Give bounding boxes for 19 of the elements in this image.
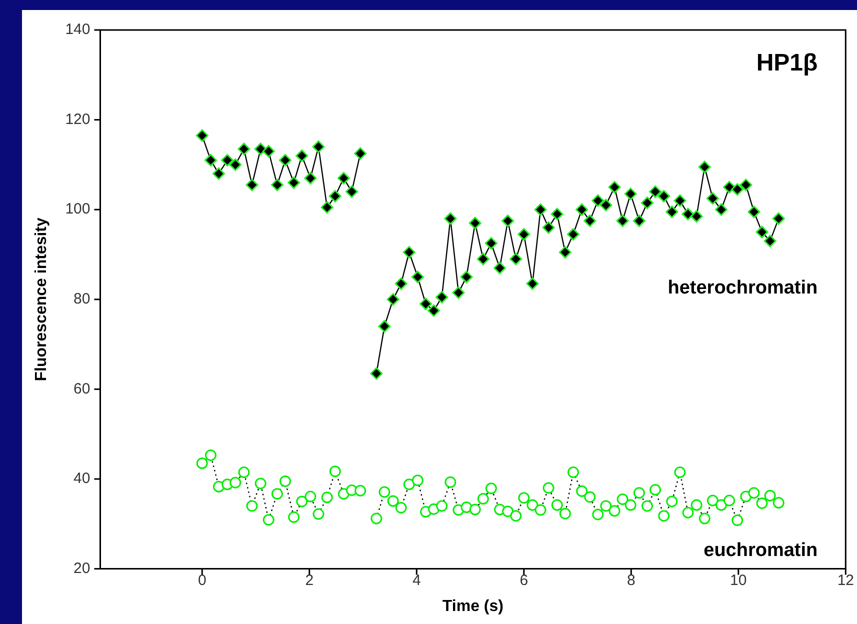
x-tick-label: 6 xyxy=(520,572,528,589)
annotation: HP1β xyxy=(756,50,818,77)
y-tick-label: 20 xyxy=(74,560,90,577)
x-tick-label: 8 xyxy=(626,572,636,589)
y-axis-title: Fluorescence intesity xyxy=(33,217,50,382)
x-tick-label: 0 xyxy=(198,572,206,589)
y-tick-label: 140 xyxy=(65,21,90,38)
x-tick-label: 2 xyxy=(305,572,314,589)
x-tick-label: 12 xyxy=(837,572,854,589)
y-tick-label: 40 xyxy=(74,470,90,488)
series-label: euchromatin xyxy=(704,540,818,562)
y-tick-label: 100 xyxy=(65,200,90,218)
x-tick-label: 4 xyxy=(412,572,421,589)
x-axis-title: Time (s) xyxy=(442,598,504,615)
y-tick-label: 80 xyxy=(74,290,90,308)
text: heterochromatin xyxy=(668,277,818,298)
y-tick-label: 120 xyxy=(65,110,90,128)
x-tick-label: 10 xyxy=(730,572,747,589)
y-tick-label: 60 xyxy=(74,380,90,398)
